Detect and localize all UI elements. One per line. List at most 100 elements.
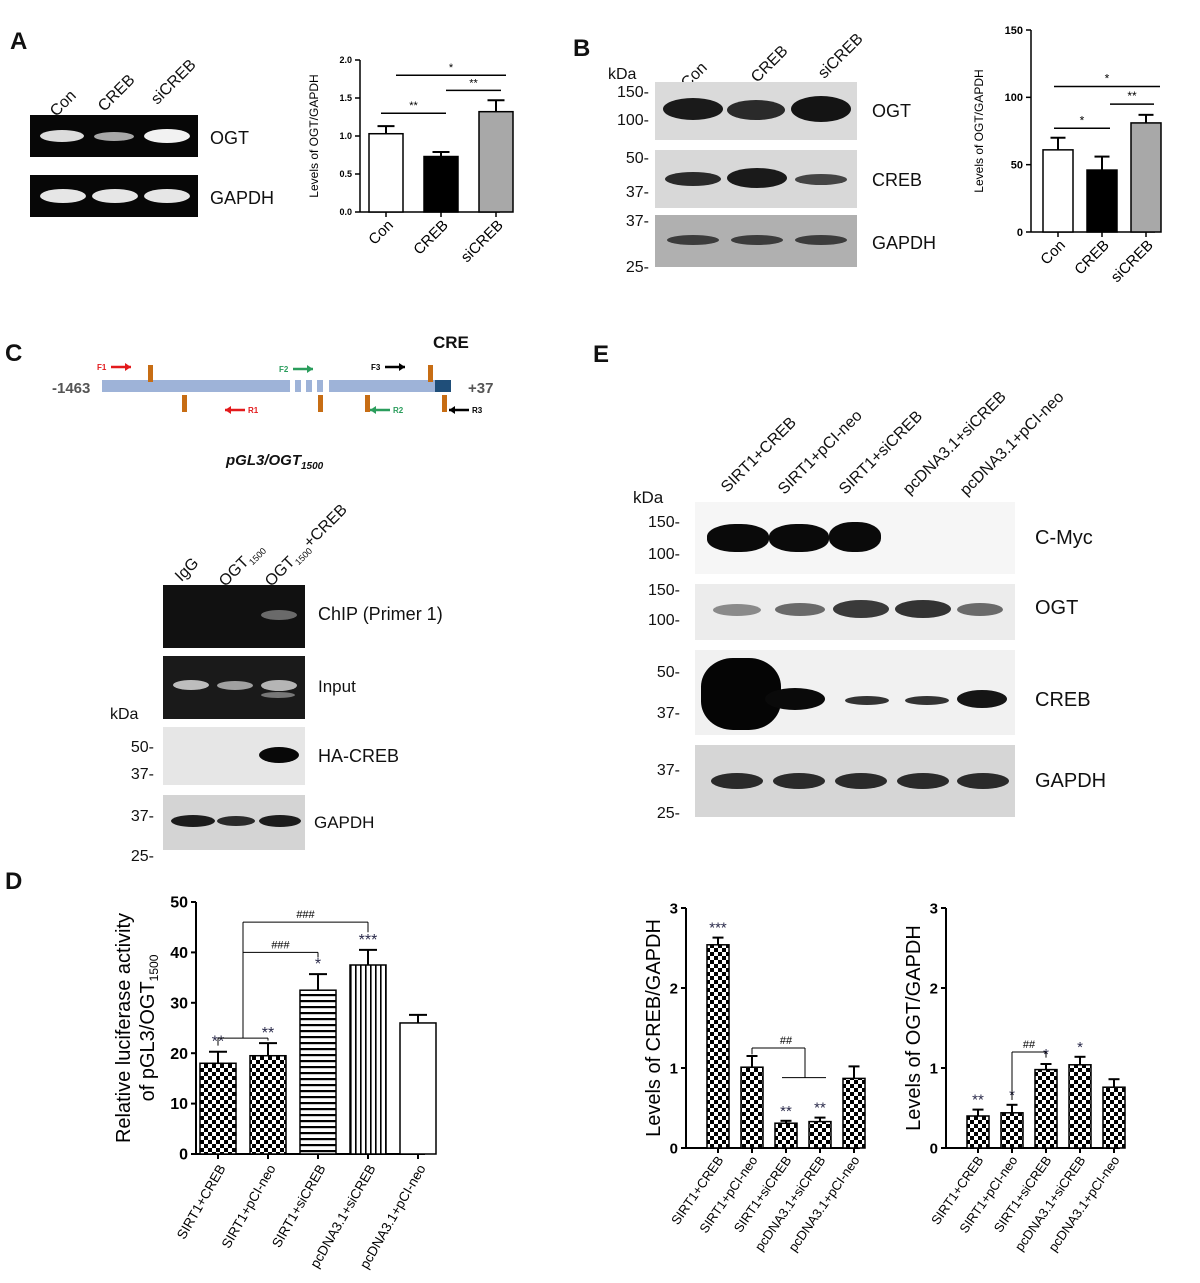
bar — [842, 1077, 866, 1149]
y-tick-label: 50 — [170, 895, 188, 912]
promoter-segment — [317, 380, 323, 392]
kda-marker: 100- — [647, 546, 680, 563]
chart-b-ogt-levels: 0 50 100 150 Levels of OGT/GAPDH Con CREBsiCRE… — [972, 25, 1162, 286]
panel-label-c: C — [5, 340, 23, 367]
x-tick-label: CREB — [1071, 237, 1112, 278]
cre-site — [182, 395, 187, 412]
promoter-segment — [102, 380, 290, 392]
lane-label: IgG — [172, 554, 203, 586]
blot-gapdh-e — [695, 745, 1015, 817]
x-tick-label: siCREB — [1108, 237, 1157, 286]
kda-marker: 150- — [647, 582, 680, 599]
bar — [249, 1054, 287, 1155]
promoter-diagram: F1 R1 F2 R2 F3 R3 — [97, 363, 483, 415]
promoter-segment — [435, 380, 451, 392]
lane-label: OGT1500 — [216, 545, 269, 591]
y-tick-label: 2 — [930, 980, 938, 997]
promoter-start: -1463 — [52, 380, 91, 397]
y-tick-label: 100 — [1005, 92, 1023, 104]
kda-marker: 25- — [656, 805, 680, 822]
kda-marker: 150- — [647, 514, 680, 531]
cre-site — [442, 395, 447, 412]
y-tick-label: 0 — [670, 1140, 678, 1157]
cre-site — [318, 395, 323, 412]
row-label: CREB — [1035, 689, 1091, 711]
bar — [808, 1120, 832, 1149]
blot-cmyc — [695, 502, 1015, 574]
y-tick-label: 0.0 — [339, 207, 352, 217]
x-tick-label: CREB — [410, 217, 451, 258]
kda-marker: 50- — [130, 739, 154, 756]
blot-creb-e — [695, 650, 1015, 735]
y-tick-label: 1 — [930, 1060, 938, 1077]
cre-site — [428, 365, 433, 382]
y-tick-label: 3 — [670, 900, 678, 917]
lane-label: pcDNA3.1+pCI-neo — [957, 388, 1068, 500]
y-tick-label: 50 — [1011, 160, 1023, 172]
y-tick-label: 40 — [170, 945, 188, 962]
sig-bracket-stars: ** — [469, 77, 478, 89]
y-tick-label: 10 — [170, 1096, 188, 1113]
y-tick-label: 0 — [930, 1140, 938, 1157]
x-tick-label: Con — [1037, 237, 1068, 268]
cre-site — [365, 395, 370, 412]
significance-label: * — [315, 956, 321, 973]
blot-ogt-e — [695, 584, 1015, 640]
x-tick-label: SIRT1+pCI-neo — [219, 1162, 279, 1251]
kda-marker: 100- — [647, 612, 680, 629]
construct-label: pGL3/OGT1500 — [226, 452, 324, 472]
primer-f2-label: F2 — [279, 365, 289, 374]
y-tick-label: 1.0 — [339, 131, 352, 141]
kda-marker: 25- — [130, 848, 154, 865]
bar — [199, 1062, 237, 1155]
row-label: GAPDH — [210, 188, 275, 208]
y-axis-label: Levels of OGT/GAPDH — [307, 74, 321, 197]
lane-label: pcDNA3.1+siCREB — [900, 388, 1010, 499]
kda-marker: 100- — [616, 112, 649, 129]
bar — [299, 989, 337, 1155]
bar — [1000, 1112, 1024, 1149]
y-tick-label: 0 — [1017, 227, 1023, 239]
kda-label: kDa — [110, 706, 139, 723]
kda-label: kDa — [608, 66, 637, 83]
primer-f2-head — [307, 365, 313, 373]
significance-label: ** — [814, 1100, 826, 1117]
row-label: GAPDH — [1035, 770, 1107, 792]
blot-gapdh-c — [163, 795, 305, 850]
row-label: CREB — [872, 170, 923, 190]
x-tick-label: SIRT1+siCREB — [269, 1162, 329, 1250]
kda-marker: 25- — [625, 259, 649, 276]
y-tick-label: 3 — [930, 900, 938, 917]
bar — [368, 132, 404, 213]
row-label: GAPDH — [872, 233, 937, 253]
bar — [774, 1122, 798, 1149]
gel-ogt — [30, 115, 198, 157]
y-tick-label: 1.5 — [339, 93, 352, 103]
sig-bracket-stars: ** — [409, 100, 418, 112]
kda-marker: 50- — [656, 664, 680, 681]
panel-label-a: A — [10, 28, 28, 55]
bar — [349, 964, 387, 1155]
lane-label: siCREB — [148, 56, 200, 109]
bar — [1042, 149, 1074, 233]
cre-site — [148, 365, 153, 382]
sig-bracket-stars: ** — [1127, 89, 1137, 103]
primer-r1-label: R1 — [248, 406, 259, 415]
primer-r3-label: R3 — [472, 406, 483, 415]
panel-label-e: E — [593, 341, 610, 368]
x-tick-label: SIRT1+CREB — [174, 1162, 229, 1242]
blot-ha-creb — [163, 727, 305, 785]
primer-f3-label: F3 — [371, 363, 381, 372]
lane-label: CREB — [748, 42, 792, 87]
y-tick-label: 30 — [170, 995, 188, 1012]
panel-label-b: B — [573, 35, 591, 62]
sig-bracket-label: ### — [296, 909, 315, 921]
bar — [423, 155, 459, 213]
lane-label: siCREB — [815, 30, 867, 83]
gel-chip — [163, 585, 305, 648]
lane-label: CREB — [95, 71, 139, 116]
y-tick-label: 1 — [670, 1060, 678, 1077]
bar — [1102, 1086, 1126, 1149]
